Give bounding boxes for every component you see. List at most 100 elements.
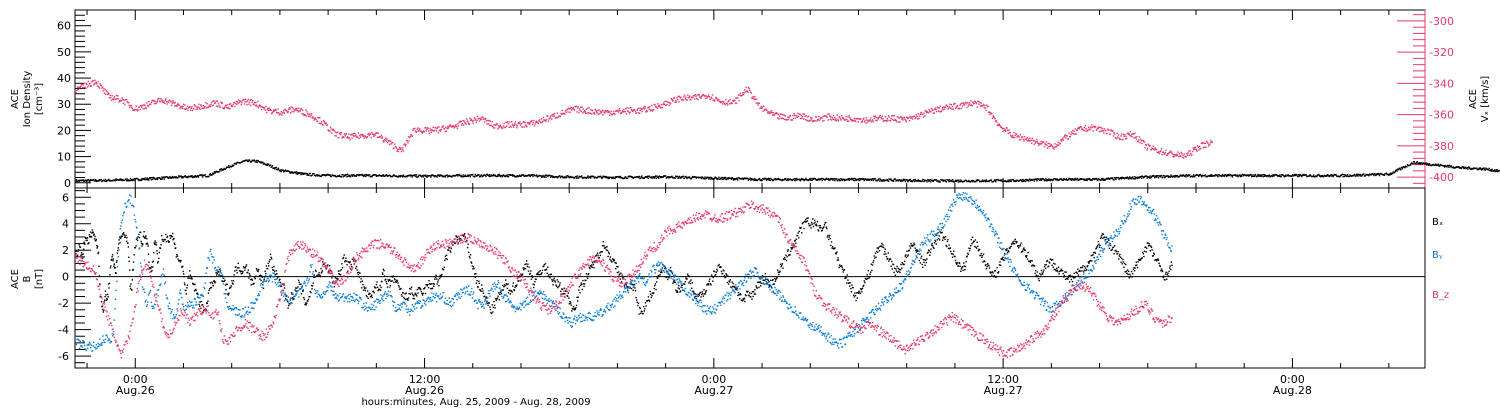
data-point bbox=[500, 125, 502, 128]
data-point bbox=[812, 178, 815, 180]
data-point bbox=[358, 137, 360, 140]
data-point bbox=[982, 103, 985, 105]
data-point bbox=[808, 179, 810, 181]
data-point bbox=[140, 178, 143, 180]
density-series bbox=[75, 159, 1500, 183]
data-point bbox=[1077, 127, 1079, 130]
data-point bbox=[176, 104, 178, 106]
data-point bbox=[170, 101, 172, 103]
data-point bbox=[95, 81, 97, 83]
data-point bbox=[1022, 138, 1025, 140]
data-point bbox=[1108, 178, 1111, 180]
data-point bbox=[400, 150, 403, 153]
data-point bbox=[932, 109, 934, 111]
data-point bbox=[906, 116, 908, 118]
data-point bbox=[165, 98, 167, 100]
data-point bbox=[1087, 129, 1089, 131]
data-point bbox=[138, 233, 140, 236]
data-point bbox=[550, 115, 552, 117]
data-point bbox=[677, 177, 679, 179]
data-point bbox=[264, 109, 267, 111]
data-point bbox=[742, 93, 745, 96]
data-point bbox=[543, 176, 545, 178]
data-point bbox=[129, 106, 131, 109]
data-point bbox=[129, 269, 131, 271]
data-point bbox=[758, 178, 761, 180]
data-point bbox=[1086, 129, 1089, 131]
data-point bbox=[948, 107, 950, 109]
data-point bbox=[89, 82, 91, 85]
data-point bbox=[838, 178, 840, 180]
data-point bbox=[431, 128, 433, 131]
data-point bbox=[265, 164, 267, 166]
data-point bbox=[208, 175, 210, 178]
data-point bbox=[727, 178, 729, 180]
b-axis-title-line: B bbox=[22, 275, 33, 282]
data-point bbox=[967, 105, 970, 107]
data-point bbox=[923, 180, 925, 183]
data-point bbox=[665, 100, 667, 103]
data-point bbox=[550, 175, 552, 177]
data-point bbox=[1226, 174, 1229, 176]
data-point bbox=[1490, 169, 1492, 171]
data-point bbox=[89, 179, 91, 182]
data-point bbox=[300, 173, 302, 176]
data-point bbox=[753, 98, 755, 101]
data-point bbox=[208, 174, 211, 176]
data-point bbox=[1105, 132, 1108, 135]
data-point bbox=[276, 169, 279, 171]
data-point bbox=[1012, 135, 1014, 137]
data-point bbox=[1033, 180, 1036, 182]
data-point bbox=[87, 80, 89, 83]
data-point bbox=[1115, 137, 1117, 139]
data-point bbox=[398, 148, 400, 150]
data-point bbox=[1006, 127, 1008, 129]
data-point bbox=[174, 105, 176, 107]
data-point bbox=[683, 177, 686, 179]
velocity-axis-title-line: ACE bbox=[1468, 89, 1479, 109]
data-point bbox=[914, 117, 916, 120]
data-point bbox=[1034, 140, 1036, 142]
data-point bbox=[88, 234, 90, 236]
data-point bbox=[427, 127, 429, 129]
data-point bbox=[1117, 136, 1119, 138]
data-point bbox=[127, 180, 129, 182]
data-point bbox=[474, 176, 476, 178]
data-point bbox=[464, 122, 467, 124]
data-point bbox=[673, 96, 676, 99]
data-point bbox=[1209, 144, 1211, 146]
data-point bbox=[409, 136, 411, 139]
data-point bbox=[890, 178, 892, 180]
data-point bbox=[803, 113, 805, 115]
data-point bbox=[902, 119, 904, 121]
data-point bbox=[224, 168, 227, 170]
data-point bbox=[662, 176, 664, 178]
data-point bbox=[1166, 154, 1168, 156]
data-point bbox=[1309, 174, 1311, 176]
data-point bbox=[658, 104, 660, 107]
data-point bbox=[1210, 139, 1212, 142]
data-point bbox=[1336, 175, 1338, 177]
data-point bbox=[234, 102, 237, 105]
data-point bbox=[424, 175, 426, 177]
data-point bbox=[632, 110, 634, 113]
data-point bbox=[1149, 175, 1151, 177]
data-point bbox=[870, 117, 872, 119]
data-point bbox=[381, 175, 383, 177]
data-point bbox=[668, 176, 671, 178]
data-point bbox=[1169, 150, 1172, 152]
data-point bbox=[493, 124, 495, 126]
data-point bbox=[716, 99, 719, 102]
b-axis-title-line: [nT] bbox=[34, 269, 45, 289]
data-point bbox=[692, 96, 694, 98]
data-point bbox=[588, 177, 590, 179]
data-point bbox=[811, 120, 814, 123]
data-point bbox=[1363, 173, 1365, 175]
data-point bbox=[915, 114, 918, 116]
data-point bbox=[680, 177, 683, 179]
data-point bbox=[877, 118, 880, 120]
data-point bbox=[902, 178, 905, 180]
data-point bbox=[143, 178, 145, 180]
data-point bbox=[1173, 155, 1175, 158]
data-point bbox=[714, 176, 716, 178]
